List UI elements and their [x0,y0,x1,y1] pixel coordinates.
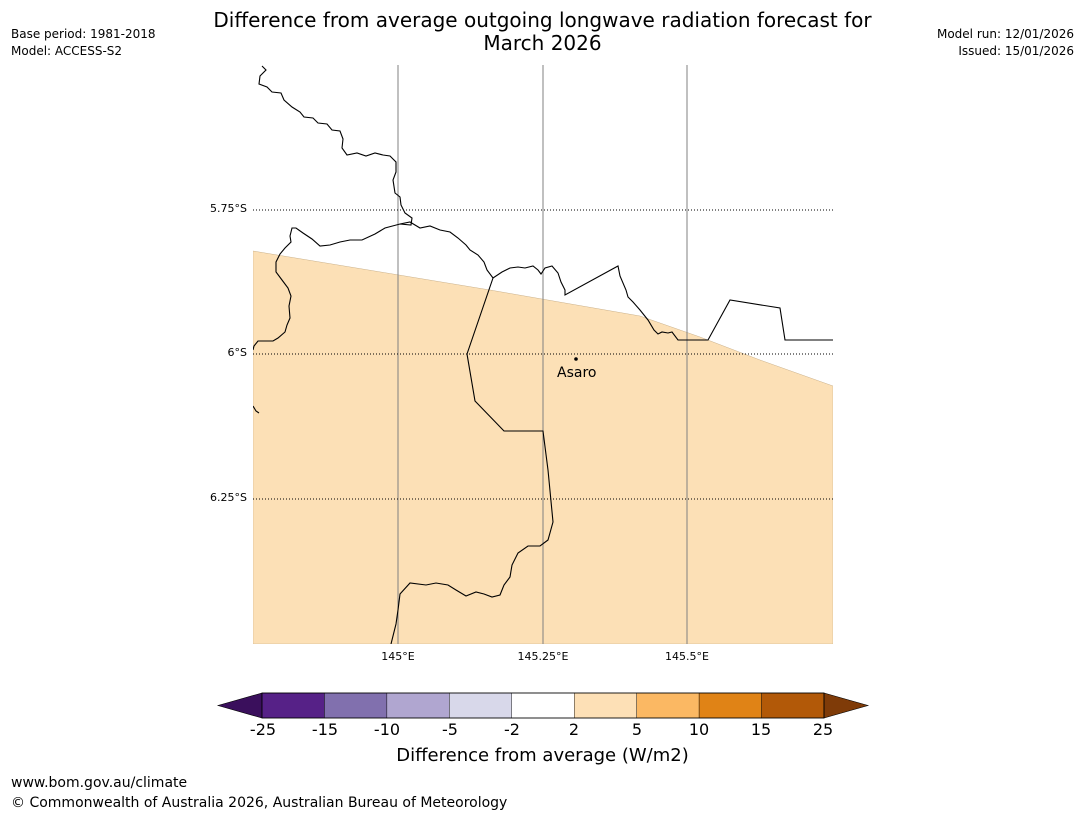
footer-url: www.bom.gov.au/climate [11,775,188,791]
colorbar-title: Difference from average (W/m2) [396,745,689,766]
lon-label-145e: 145°E [381,650,415,663]
map-title-line2: March 2026 [483,31,602,55]
boundary-line-stub [253,405,260,414]
colorbar-tick: -15 [311,720,339,739]
colorbar-tick: -25 [249,720,277,739]
lat-label-6s: 6°S [227,346,247,359]
colorbar-tick: -10 [373,720,401,739]
colorbar-tick: -5 [442,720,458,739]
colorbar-tick: 15 [750,720,772,739]
colorbar-tick: 10 [688,720,710,739]
asaro-marker-icon [574,357,578,361]
model-run-text: Model run: 12/01/2026 [936,27,1074,41]
colorbar-tick: 5 [631,720,643,739]
boundary-line-north [253,65,413,351]
model-text: Model: ACCESS-S2 [11,44,123,58]
boundary-line-western [390,277,554,644]
asaro-label: Asaro [557,365,597,381]
lat-label-6-25s: 6.25°S [210,491,247,504]
lon-label-145-5e: 145.5°E [665,650,709,663]
lon-label-145-25e: 145.25°E [517,650,569,663]
colorbar-tick: 2 [568,720,580,739]
colorbar-tick: 25 [812,720,834,739]
colorbar-tick: -2 [504,720,520,739]
map-title-line1: Difference from average outgoing longwav… [213,8,872,32]
footer-copyright: © Commonwealth of Australia 2026, Austra… [11,795,508,811]
issued-text: Issued: 15/01/2026 [958,44,1074,58]
lat-label-5-75s: 5.75°S [210,202,247,215]
boundary-line-ridge [399,221,833,341]
base-period-text: Base period: 1981-2018 [11,27,156,41]
